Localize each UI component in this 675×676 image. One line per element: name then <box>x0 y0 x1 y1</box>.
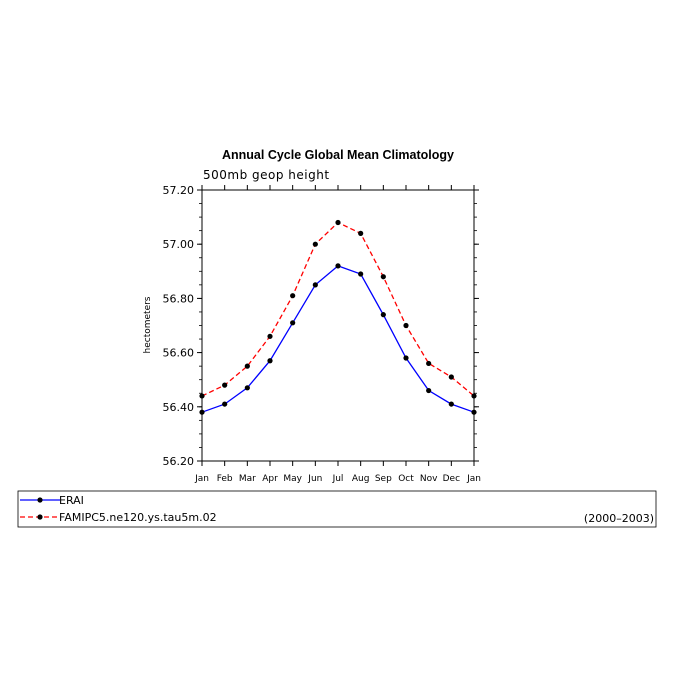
tick-labels: 56.20 56.40 56.60 56.80 57.00 57.20 Jan Feb Mar A… <box>163 184 481 484</box>
data-point-famipc5 <box>426 360 432 367</box>
x-tick-label: Jan <box>466 474 481 484</box>
y-tick-label: 57.20 <box>163 184 195 197</box>
plot-frame <box>201 189 475 462</box>
data-point-erai <box>403 355 409 361</box>
data-point-erai <box>267 358 273 364</box>
series-line-erai <box>201 265 475 413</box>
x-tick-label: Jun <box>307 474 322 484</box>
y-tick-label: 56.40 <box>163 401 195 414</box>
legend-label-famipc5: FAMIPC5.ne120.ys.tau5m.02 <box>59 511 217 524</box>
x-tick-label: Jul <box>332 474 344 484</box>
data-point-famipc5 <box>267 333 273 339</box>
x-tick-label: May <box>283 474 302 484</box>
data-point-erai <box>244 385 250 391</box>
legend-entry-famipc5: FAMIPC5.ne120.ys.tau5m.02 <box>20 511 217 524</box>
axis-ticks <box>197 185 479 466</box>
legend-entry-erai: ERAI <box>20 494 84 507</box>
x-tick-label: Dec <box>443 474 460 484</box>
legend-label-erai: ERAI <box>59 494 84 507</box>
x-tick-label: Aug <box>352 474 370 484</box>
chart-subtitle: 500mb geop height <box>203 168 330 182</box>
data-point-famipc5 <box>380 274 386 280</box>
x-tick-label: Jan <box>194 474 209 484</box>
x-tick-label: Feb <box>217 474 233 484</box>
data-point-erai <box>426 387 432 394</box>
legend-box <box>17 490 657 528</box>
data-point-famipc5 <box>199 393 205 399</box>
data-point-famipc5 <box>448 374 454 380</box>
data-point-erai <box>312 282 318 288</box>
x-tick-label: Apr <box>262 474 278 484</box>
y-tick-label: 56.20 <box>163 455 195 468</box>
legend-marker-erai <box>37 497 43 503</box>
data-point-famipc5 <box>471 393 477 399</box>
legend-marker-famipc5 <box>37 514 43 520</box>
data-point-famipc5 <box>244 363 250 369</box>
x-tick-label: Nov <box>420 474 438 484</box>
chart-title: Annual Cycle Global Mean Climatology <box>222 148 454 162</box>
x-tick-label: Mar <box>239 474 256 484</box>
series-line-famipc5 <box>201 221 475 397</box>
data-point-famipc5 <box>312 241 318 247</box>
y-tick-label: 57.00 <box>163 238 195 251</box>
data-point-famipc5 <box>335 219 341 226</box>
data-point-erai <box>448 401 454 407</box>
data-point-erai <box>358 271 364 277</box>
x-tick-label: Sep <box>375 474 392 484</box>
period-label: (2000–2003) <box>584 512 654 525</box>
y-axis-label: hectometers <box>143 296 153 353</box>
data-point-erai <box>199 409 205 415</box>
data-point-famipc5 <box>403 322 409 329</box>
data-point-erai <box>335 263 341 269</box>
y-tick-label: 56.80 <box>163 292 195 305</box>
x-tick-label: Oct <box>398 474 414 484</box>
data-point-erai <box>290 320 296 326</box>
data-point-erai <box>471 409 477 415</box>
data-point-famipc5 <box>290 293 296 299</box>
series-lines <box>199 219 477 415</box>
data-point-erai <box>222 401 228 407</box>
data-point-famipc5 <box>222 382 228 388</box>
data-point-famipc5 <box>358 230 364 236</box>
data-point-erai <box>380 312 386 318</box>
y-tick-label: 56.60 <box>163 347 195 360</box>
